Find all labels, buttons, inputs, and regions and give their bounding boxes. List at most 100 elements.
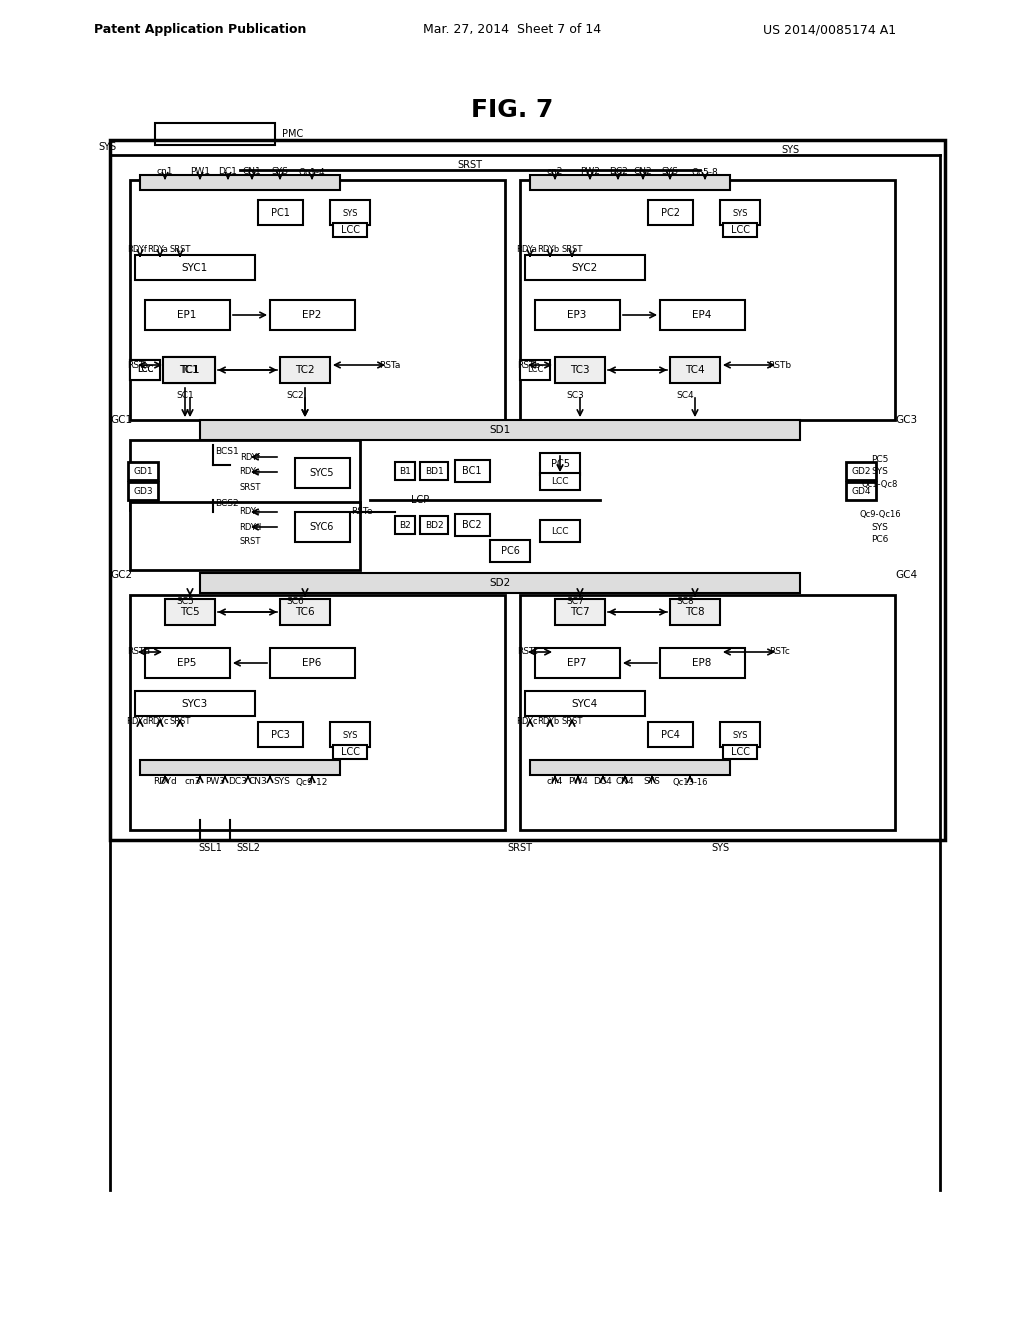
Bar	[280, 599, 330, 624]
Bar	[720, 201, 760, 224]
Text: SRST: SRST	[240, 483, 261, 491]
Text: EP1: EP1	[177, 310, 197, 319]
Text: SD2: SD2	[489, 578, 511, 587]
Bar	[525, 690, 645, 715]
Text: TC4: TC4	[685, 366, 705, 375]
Bar	[130, 502, 360, 570]
Bar	[270, 648, 355, 678]
Bar	[455, 513, 490, 536]
Bar	[258, 722, 303, 747]
Text: B2: B2	[399, 520, 411, 529]
Bar	[846, 462, 876, 480]
Text: PW3: PW3	[205, 777, 225, 787]
Text: RDYe: RDYe	[240, 507, 260, 516]
Text: SD1: SD1	[489, 425, 511, 436]
Text: TC3: TC3	[570, 366, 590, 375]
Text: RDYf: RDYf	[127, 246, 146, 255]
Text: Mar. 27, 2014  Sheet 7 of 14: Mar. 27, 2014 Sheet 7 of 14	[423, 24, 601, 37]
Bar	[140, 176, 340, 190]
Text: LCP: LCP	[411, 495, 429, 506]
Text: PW2: PW2	[580, 168, 600, 177]
Text: LCC: LCC	[730, 224, 750, 235]
Text: TC6: TC6	[295, 607, 314, 616]
Bar	[135, 255, 255, 280]
Text: GD3: GD3	[133, 487, 153, 495]
Text: cn1: cn1	[157, 168, 173, 177]
Text: TC5: TC5	[180, 607, 200, 616]
Text: SYS: SYS	[273, 777, 291, 787]
Text: SRST: SRST	[561, 718, 583, 726]
Text: EP3: EP3	[567, 310, 587, 319]
Text: Qc13-16: Qc13-16	[672, 777, 708, 787]
Text: GC1: GC1	[110, 414, 132, 425]
Bar	[295, 458, 350, 488]
Text: PC3: PC3	[270, 730, 290, 741]
Bar	[333, 223, 367, 238]
Bar	[420, 516, 449, 535]
Text: SC8: SC8	[676, 598, 694, 606]
Bar	[128, 462, 158, 480]
Text: EP4: EP4	[692, 310, 712, 319]
Text: SYS: SYS	[342, 209, 357, 218]
Bar	[333, 744, 367, 759]
Text: SYS: SYS	[98, 143, 116, 152]
Text: GC2: GC2	[110, 570, 132, 579]
Text: RDYd: RDYd	[154, 777, 177, 787]
Text: SC3: SC3	[566, 391, 584, 400]
Bar	[555, 356, 605, 383]
Bar	[280, 356, 330, 383]
Bar	[660, 300, 745, 330]
Text: TC1: TC1	[180, 366, 200, 375]
Text: SYS: SYS	[871, 467, 889, 477]
Text: SYS: SYS	[643, 777, 660, 787]
Text: LCC: LCC	[341, 747, 359, 756]
Text: BC2: BC2	[462, 520, 482, 531]
Text: GD2: GD2	[851, 466, 870, 475]
Bar	[110, 140, 945, 840]
Text: PMC: PMC	[282, 129, 303, 139]
Bar	[163, 356, 215, 383]
Text: EP6: EP6	[302, 657, 322, 668]
Bar	[130, 360, 160, 380]
Text: cn2: cn2	[547, 168, 563, 177]
Text: TC7: TC7	[570, 607, 590, 616]
Bar	[540, 520, 580, 543]
Text: SRST: SRST	[169, 718, 190, 726]
Text: SYC5: SYC5	[309, 469, 334, 478]
Text: ch4: ch4	[547, 777, 563, 787]
Text: SYC6: SYC6	[310, 521, 334, 532]
Bar	[395, 462, 415, 480]
Text: SYS: SYS	[711, 843, 729, 853]
Bar	[145, 300, 230, 330]
Text: SC4: SC4	[676, 391, 694, 400]
Bar	[200, 573, 800, 593]
Text: SYC4: SYC4	[571, 700, 598, 709]
Bar	[455, 459, 490, 482]
Text: RDYa: RDYa	[516, 246, 538, 255]
Bar	[165, 599, 215, 624]
Bar	[648, 722, 693, 747]
Text: RSTb: RSTb	[517, 360, 540, 370]
Text: SYS: SYS	[732, 730, 748, 739]
Text: RSTa: RSTa	[379, 360, 400, 370]
Text: TC1: TC1	[179, 366, 199, 375]
Text: CN2: CN2	[634, 168, 652, 177]
Bar	[270, 300, 355, 330]
Bar	[520, 180, 895, 420]
Bar	[130, 180, 505, 420]
Text: EP8: EP8	[692, 657, 712, 668]
Text: SYS: SYS	[271, 168, 289, 177]
Bar	[535, 300, 620, 330]
Text: SYC1: SYC1	[182, 263, 208, 273]
Text: LCC: LCC	[730, 747, 750, 756]
Bar	[165, 356, 215, 383]
Bar	[128, 482, 158, 500]
Text: PC6: PC6	[501, 546, 519, 556]
Text: SRST: SRST	[508, 843, 532, 853]
Text: SSL2: SSL2	[236, 843, 260, 853]
Bar	[490, 540, 530, 562]
Bar	[540, 453, 580, 475]
Bar	[295, 512, 350, 543]
Text: LCC: LCC	[137, 366, 154, 375]
Bar	[660, 648, 745, 678]
